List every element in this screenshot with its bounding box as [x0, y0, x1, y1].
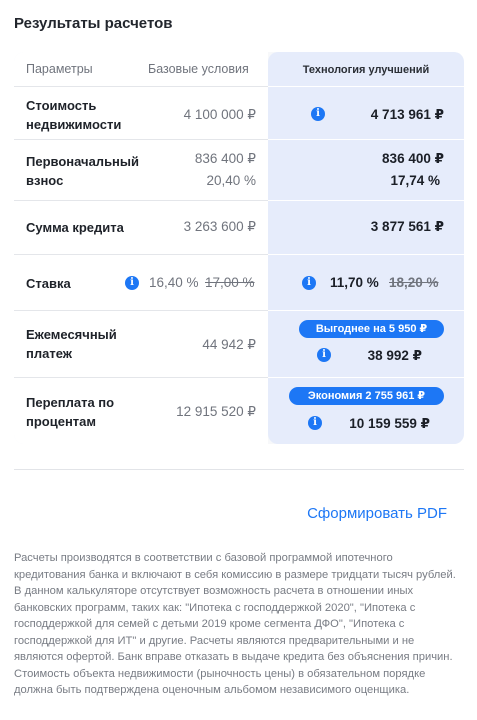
- tech-rate-old: 18,20 %: [389, 275, 439, 290]
- row-divider: [268, 200, 464, 201]
- page-title: Результаты расчетов: [14, 15, 173, 32]
- disclaimer-text: Расчеты производятся в соответствии с ба…: [14, 552, 456, 696]
- row-label-downpayment: Первоначальный взнос: [26, 152, 139, 190]
- row-divider: [14, 254, 268, 255]
- column-header-tech: Технология улучшений: [302, 64, 430, 76]
- savings-badge: Экономия 2 755 961 ₽: [289, 387, 444, 405]
- generate-pdf-link[interactable]: Сформировать PDF: [307, 505, 447, 522]
- tech-property-value: 4 713 961 ₽: [370, 107, 444, 122]
- row-divider: [268, 377, 464, 378]
- row-label-overpay: Переплата по процентам: [26, 393, 114, 431]
- row-label-line: Ежемесячный: [26, 327, 117, 342]
- improvement-technology-panel: [268, 52, 464, 444]
- info-icon[interactable]: i: [317, 348, 331, 362]
- row-label-line: Стоимость: [26, 98, 97, 113]
- row-divider: [268, 254, 464, 255]
- row-label-loan: Сумма кредита: [26, 220, 124, 235]
- row-label-line: Переплата по: [26, 395, 115, 410]
- row-divider: [268, 86, 464, 87]
- results-table: Параметры Базовые условия Технология улу…: [14, 52, 464, 444]
- info-icon[interactable]: i: [311, 107, 325, 121]
- tech-downpayment-percent: 17,74 %: [390, 173, 440, 188]
- row-label-line: платеж: [26, 346, 72, 361]
- base-monthly-payment: 44 942 ₽: [202, 337, 256, 352]
- base-downpayment-amount: 836 400 ₽: [194, 151, 256, 166]
- benefit-badge: Выгоднее на 5 950 ₽: [299, 320, 444, 338]
- row-label-property: Стоимость недвижимости: [26, 96, 121, 134]
- base-rate-old: 17,00 %: [205, 275, 255, 290]
- info-icon[interactable]: i: [302, 276, 316, 290]
- row-divider: [14, 310, 268, 311]
- tech-rate: 11,70 %: [330, 275, 379, 290]
- row-label-rate: Ставка: [26, 276, 71, 291]
- column-header-params: Параметры: [26, 62, 93, 76]
- row-divider: [14, 200, 268, 201]
- row-divider: [268, 139, 464, 140]
- row-divider: [14, 86, 268, 87]
- section-divider: [14, 469, 464, 470]
- base-overpayment: 12 915 520 ₽: [176, 404, 256, 419]
- row-label-line: недвижимости: [26, 117, 122, 132]
- base-property-value: 4 100 000 ₽: [183, 107, 256, 122]
- row-divider: [14, 377, 268, 378]
- row-divider: [268, 310, 464, 311]
- row-divider: [14, 139, 268, 140]
- row-label-line: Первоначальный: [26, 154, 140, 169]
- row-label-monthly: Ежемесячный платеж: [26, 325, 117, 363]
- tech-monthly-payment: 38 992 ₽: [367, 348, 422, 363]
- info-icon[interactable]: i: [308, 416, 322, 430]
- base-conditions-panel: [14, 52, 268, 444]
- tech-downpayment-amount: 836 400 ₽: [382, 151, 444, 166]
- base-rate: 16,40 %: [149, 275, 199, 290]
- tech-overpayment: 10 159 559 ₽: [349, 416, 430, 431]
- base-downpayment-percent: 20,40 %: [206, 173, 256, 188]
- tech-loan-amount: 3 877 561 ₽: [370, 219, 444, 234]
- row-label-line: взнос: [26, 173, 64, 188]
- column-header-base: Базовые условия: [148, 62, 249, 76]
- row-label-line: процентам: [26, 414, 97, 429]
- base-loan-amount: 3 263 600 ₽: [183, 219, 256, 234]
- info-icon[interactable]: i: [125, 276, 139, 290]
